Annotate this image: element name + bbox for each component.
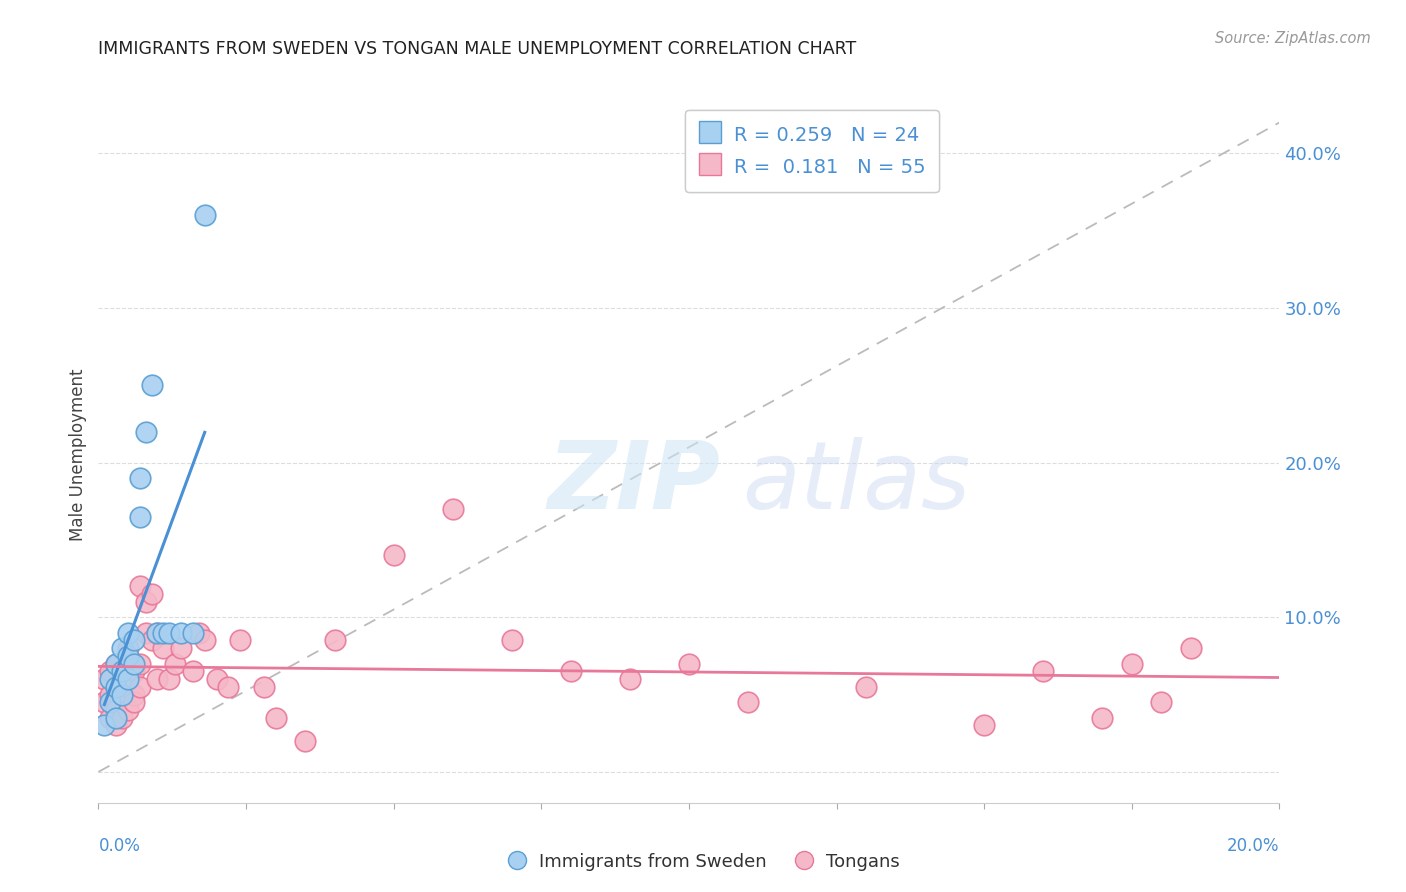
Point	[323, 633, 346, 648]
Point	[93, 718, 115, 732]
Text: 0.0%: 0.0%	[98, 837, 141, 855]
Point	[560, 665, 582, 679]
Point	[105, 711, 128, 725]
Point	[441, 502, 464, 516]
Point	[152, 641, 174, 656]
Text: 20.0%: 20.0%	[1227, 837, 1279, 855]
Point	[128, 509, 150, 524]
Point	[128, 579, 150, 593]
Point	[105, 680, 128, 694]
Point	[170, 625, 193, 640]
Point	[122, 665, 145, 679]
Point	[98, 711, 121, 725]
Point	[1091, 711, 1114, 725]
Point	[128, 471, 150, 485]
Point	[117, 641, 139, 656]
Point	[264, 711, 287, 725]
Point	[678, 657, 700, 671]
Point	[122, 657, 145, 671]
Point	[128, 657, 150, 671]
Point	[105, 680, 128, 694]
Point	[973, 718, 995, 732]
Text: ZIP: ZIP	[547, 437, 720, 529]
Point	[128, 680, 150, 694]
Point	[122, 633, 145, 648]
Point	[135, 425, 157, 439]
Point	[181, 665, 204, 679]
Point	[117, 672, 139, 686]
Point	[1150, 695, 1173, 709]
Text: atlas: atlas	[742, 437, 970, 528]
Text: IMMIGRANTS FROM SWEDEN VS TONGAN MALE UNEMPLOYMENT CORRELATION CHART: IMMIGRANTS FROM SWEDEN VS TONGAN MALE UN…	[98, 40, 856, 58]
Point	[181, 625, 204, 640]
Point	[98, 688, 121, 702]
Point	[98, 672, 121, 686]
Point	[157, 672, 180, 686]
Point	[93, 672, 115, 686]
Point	[117, 672, 139, 686]
Point	[187, 625, 209, 640]
Point	[141, 378, 163, 392]
Legend: R = 0.259   N = 24, R =  0.181   N = 55: R = 0.259 N = 24, R = 0.181 N = 55	[685, 110, 939, 192]
Point	[105, 718, 128, 732]
Point	[1032, 665, 1054, 679]
Point	[105, 703, 128, 717]
Point	[146, 625, 169, 640]
Point	[111, 665, 134, 679]
Point	[122, 695, 145, 709]
Point	[855, 680, 877, 694]
Point	[111, 688, 134, 702]
Point	[111, 711, 134, 725]
Point	[152, 625, 174, 640]
Point	[217, 680, 239, 694]
Point	[105, 657, 128, 671]
Point	[117, 648, 139, 663]
Point	[194, 208, 217, 222]
Point	[170, 641, 193, 656]
Point	[205, 672, 228, 686]
Y-axis label: Male Unemployment: Male Unemployment	[69, 368, 87, 541]
Point	[1121, 657, 1143, 671]
Point	[146, 672, 169, 686]
Point	[146, 625, 169, 640]
Point	[294, 734, 316, 748]
Point	[122, 688, 145, 702]
Legend: Immigrants from Sweden, Tongans: Immigrants from Sweden, Tongans	[499, 845, 907, 879]
Point	[619, 672, 641, 686]
Point	[141, 587, 163, 601]
Point	[111, 688, 134, 702]
Point	[105, 657, 128, 671]
Point	[111, 665, 134, 679]
Point	[501, 633, 523, 648]
Point	[737, 695, 759, 709]
Point	[165, 657, 187, 671]
Point	[117, 703, 139, 717]
Point	[382, 549, 405, 563]
Point	[98, 665, 121, 679]
Point	[157, 625, 180, 640]
Point	[135, 595, 157, 609]
Point	[253, 680, 276, 694]
Point	[98, 695, 121, 709]
Point	[111, 641, 134, 656]
Point	[229, 633, 252, 648]
Point	[1180, 641, 1202, 656]
Text: Source: ZipAtlas.com: Source: ZipAtlas.com	[1215, 31, 1371, 46]
Point	[117, 625, 139, 640]
Point	[135, 625, 157, 640]
Point	[194, 633, 217, 648]
Point	[93, 695, 115, 709]
Point	[141, 633, 163, 648]
